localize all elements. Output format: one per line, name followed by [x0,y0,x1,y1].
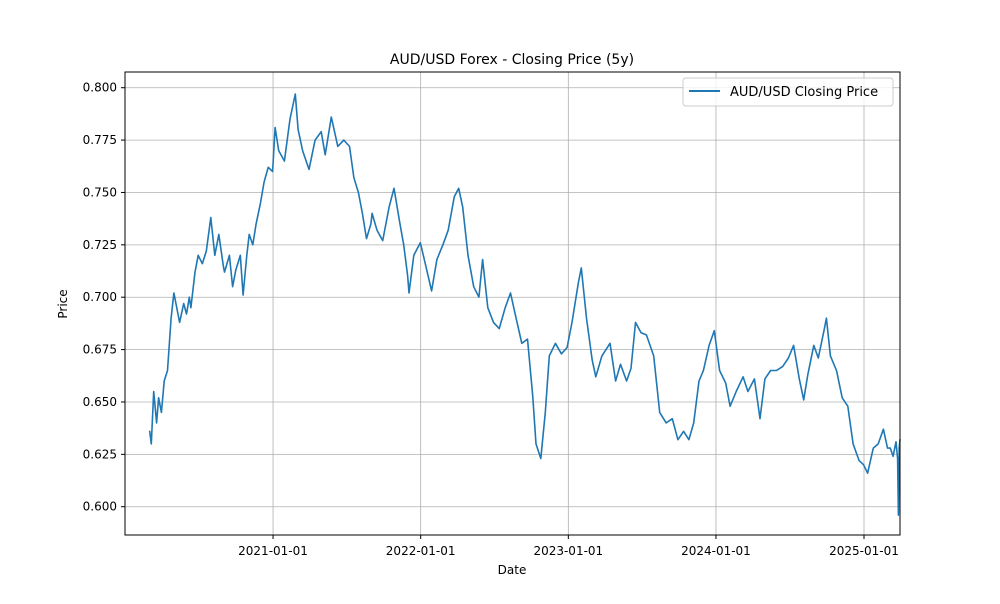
y-tick-label: 0.675 [83,343,117,357]
y-axis-label: Price [56,289,70,318]
y-tick-label: 0.800 [83,81,117,95]
y-tick-label: 0.625 [83,447,117,461]
grid-lines [125,72,900,535]
x-axis-label: Date [498,563,527,577]
chart-title: AUD/USD Forex - Closing Price (5y) [390,52,634,68]
x-tick-label: 2022-01-01 [386,544,456,558]
y-tick-label: 0.600 [83,500,117,514]
y-tick-label: 0.750 [83,185,117,199]
plot-frame [124,71,901,536]
y-tick-label: 0.650 [83,395,117,409]
series-line [148,93,901,516]
x-tick-label: 2024-01-01 [681,544,751,558]
x-tick-label: 2023-01-01 [533,544,603,558]
legend-label: AUD/USD Closing Price [730,85,878,100]
y-tick-label: 0.775 [83,133,117,147]
legend-box [682,77,894,107]
y-axis-ticks: 0.600 0.625 0.650 0.675 0.700 0.725 0.750 0.775… [83,81,125,514]
y-tick-label: 0.725 [83,238,117,252]
legend: AUD/USD Closing Price [682,77,894,107]
series-layer [148,93,901,516]
x-tick-label: 2021-01-01 [238,544,308,558]
y-tick-label: 0.700 [83,290,117,304]
x-axis-ticks: 2021-01-01 2022-01-01 2023-01-01 2024-01-01… [238,535,899,558]
x-tick-label: 2025-01-01 [829,544,899,558]
